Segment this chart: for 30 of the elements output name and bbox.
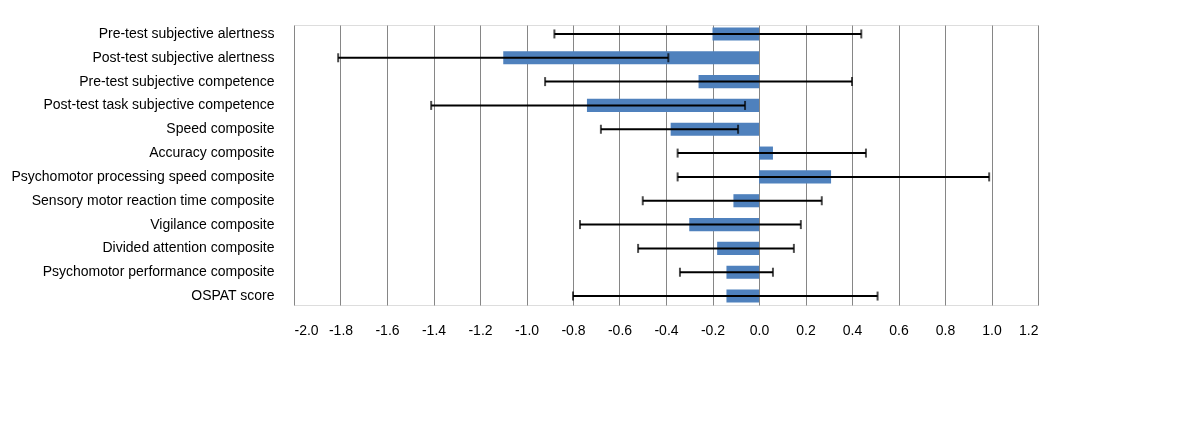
x-tick-label: 1.2 <box>1019 321 1039 338</box>
y-tick-label: Vigilance composite <box>150 215 275 232</box>
y-tick-label: Accuracy composite <box>149 144 275 161</box>
y-tick-label: Sensory motor reaction time composite <box>31 191 275 208</box>
y-tick-label: OSPAT score <box>191 287 275 304</box>
x-tick-label: 0.6 <box>889 321 909 338</box>
y-tick-label: Pre-test subjective alertness <box>98 24 275 41</box>
x-tick-label: -1.2 <box>468 321 493 338</box>
y-tick-label: Speed composite <box>166 120 275 137</box>
x-tick-label: -0.4 <box>654 321 679 338</box>
x-tick-label: -1.6 <box>375 321 400 338</box>
y-tick-label: Divided attention composite <box>102 239 275 256</box>
y-tick-label: Post-test task subjective competence <box>43 96 275 113</box>
x-tick-label: -0.6 <box>607 321 633 338</box>
x-tick-label: 0.0 <box>749 321 770 338</box>
y-tick-label: Post-test subjective alertness <box>92 48 275 65</box>
x-tick-label: -2.0 <box>294 321 319 338</box>
x-tick-label: 0.2 <box>796 321 816 338</box>
bar <box>503 51 759 65</box>
x-tick-label: 0.4 <box>842 321 863 338</box>
x-tick-label: -1.4 <box>421 321 447 338</box>
y-tick-label: Psychomotor performance composite <box>42 263 275 280</box>
y-tick-label: Pre-test subjective competence <box>79 72 275 89</box>
y-tick-label: Psychomotor processing speed composite <box>11 167 275 184</box>
x-tick-label: -1.0 <box>514 321 540 338</box>
x-tick-label: -0.8 <box>561 321 586 338</box>
x-tick-label: -0.2 <box>700 321 726 338</box>
x-tick-label: 0.8 <box>935 321 956 338</box>
x-tick-label: -1.8 <box>328 321 354 338</box>
x-tick-label: 1.0 <box>982 321 1002 338</box>
